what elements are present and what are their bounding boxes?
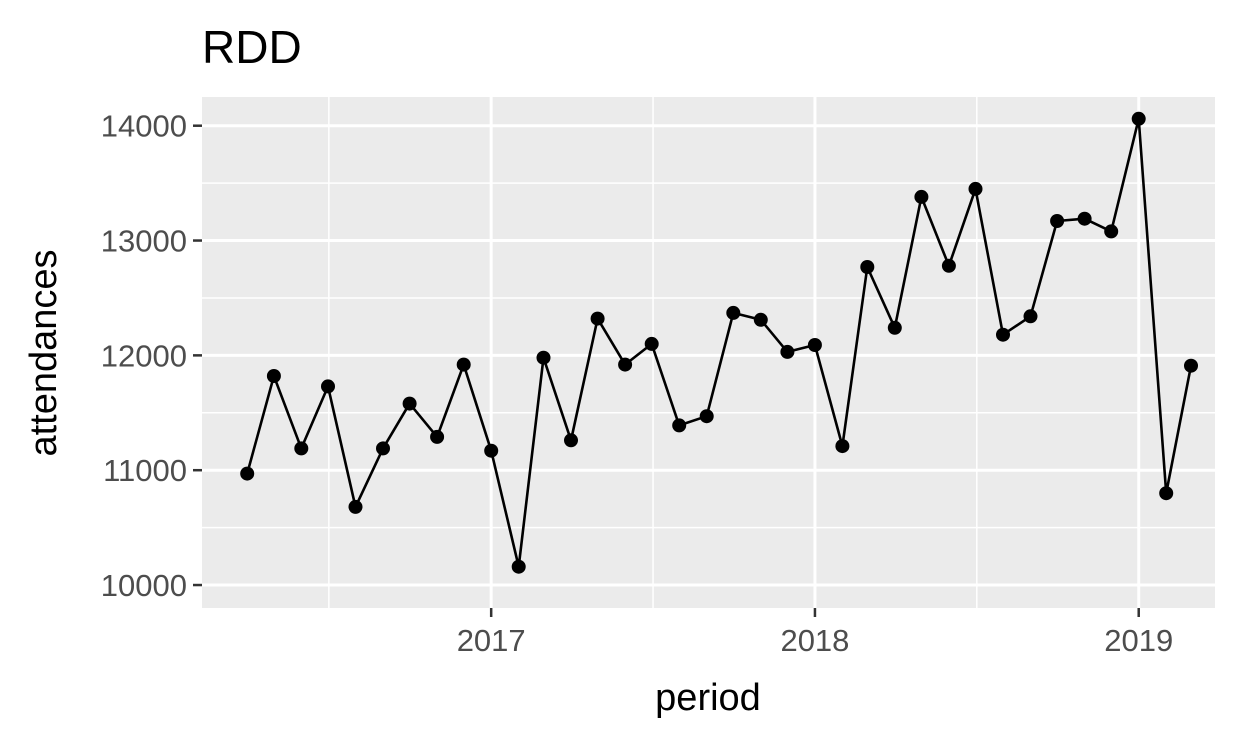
data-point [1184, 358, 1198, 373]
y-tick-label: 12000 [101, 338, 187, 373]
data-point [1077, 211, 1092, 226]
data-point [294, 441, 309, 456]
data-point [835, 439, 850, 454]
x-axis: 2017 2018 2019 [457, 608, 1173, 658]
y-axis-title: attendances [23, 249, 65, 456]
y-tick-label: 10000 [101, 568, 187, 603]
data-point [511, 559, 526, 574]
data-point [1104, 224, 1119, 239]
data-point [1023, 309, 1038, 324]
y-tick-label: 11000 [103, 453, 187, 488]
data-point [402, 396, 417, 411]
x-tick-label: 2017 [457, 623, 526, 658]
data-point [536, 350, 551, 365]
data-point [887, 320, 902, 335]
x-tick-label: 2018 [780, 623, 849, 658]
data-point [996, 327, 1010, 342]
data-point [376, 441, 390, 456]
y-tick-label: 13000 [101, 224, 187, 259]
y-tick-label: 14000 [101, 109, 187, 144]
data-point [484, 443, 499, 458]
data-point [321, 379, 335, 394]
x-axis-title: period [655, 677, 761, 719]
data-point [1159, 486, 1174, 501]
x-tick-label: 2019 [1104, 623, 1173, 658]
series-line [245, 117, 1193, 568]
data-point [590, 311, 605, 326]
y-axis: 10000 11000 12000 13000 14000 [101, 109, 202, 603]
data-point [430, 429, 445, 444]
data-point [266, 369, 281, 383]
data-point [780, 344, 795, 359]
data-point [348, 499, 363, 514]
data-point [968, 181, 983, 196]
data-point [240, 466, 255, 481]
data-point [726, 305, 741, 320]
data-point [1131, 111, 1146, 126]
data-point [1050, 214, 1065, 228]
data-point [564, 433, 578, 448]
data-point [941, 258, 956, 273]
data-point [914, 189, 929, 204]
data-point [807, 338, 822, 352]
data-point [644, 336, 659, 351]
data-point [860, 260, 875, 274]
data-point [618, 357, 633, 372]
chart-title: RDD [202, 21, 302, 73]
data-points [240, 111, 1198, 574]
plot-panel [202, 97, 1215, 608]
data-point [753, 312, 768, 327]
data-point [456, 357, 471, 372]
data-point [672, 418, 687, 433]
data-point [699, 409, 714, 424]
